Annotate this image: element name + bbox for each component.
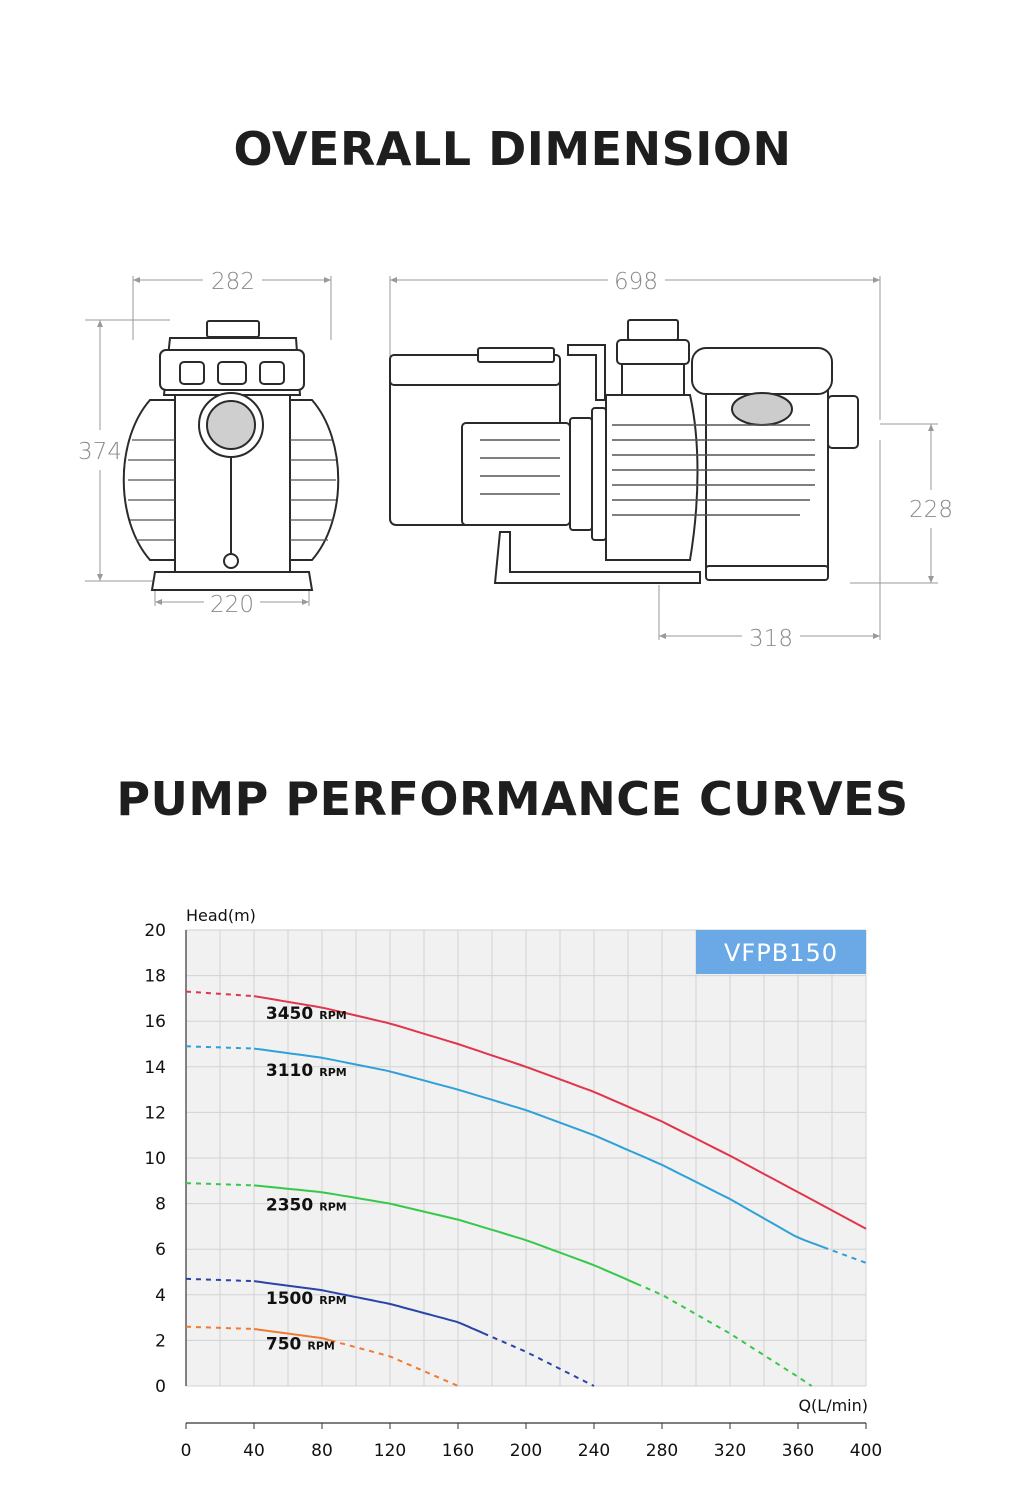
curve-750-dashed-start xyxy=(185,1325,254,1330)
y-tick-label: 18 xyxy=(144,967,166,987)
curve-3110-solid xyxy=(253,1047,824,1249)
curve-2350-dashed-start xyxy=(186,1182,255,1187)
x-tick-label: 280 xyxy=(646,1441,678,1461)
side-ribs xyxy=(480,424,815,516)
x-tick-label: 160 xyxy=(442,1441,474,1461)
overall-dimension-title: OVERALL DIMENSION xyxy=(233,122,792,176)
y-tick-label: 8 xyxy=(155,1195,166,1215)
front-ribs xyxy=(128,439,336,541)
curve-3450-solid xyxy=(253,995,867,1230)
dim-front-width-top: 282 xyxy=(211,269,255,295)
curve-1500-dashed-end xyxy=(483,1332,595,1387)
y-tick-label: 2 xyxy=(155,1331,166,1351)
x-tick-label: 40 xyxy=(243,1441,265,1461)
model-badge-box xyxy=(696,930,866,974)
x-tick-label: 360 xyxy=(782,1441,814,1461)
x-tick-label: 320 xyxy=(714,1441,746,1461)
chart-curves xyxy=(185,990,867,1387)
curve-1500-solid xyxy=(253,1280,484,1335)
y-axis-label: Head(m) xyxy=(186,906,256,925)
x-tick-label: 240 xyxy=(578,1441,610,1461)
curve-label-2350: 2350 RPM xyxy=(266,1195,347,1215)
y-tick-label: 0 xyxy=(155,1377,166,1397)
x-tick-label: 400 xyxy=(850,1441,882,1461)
y-tick-label: 12 xyxy=(144,1103,166,1123)
x-axis-label: Q(L/min) xyxy=(798,1396,868,1415)
dim-side-inlet-height: 228 xyxy=(909,497,953,523)
x-tick-label: 0 xyxy=(181,1441,192,1461)
performance-curves-title: PUMP PERFORMANCE CURVES xyxy=(116,772,909,826)
curve-1500-dashed-start xyxy=(185,1277,254,1283)
y-tick-label: 4 xyxy=(155,1286,166,1306)
curve-label-750: 750 RPM xyxy=(266,1335,335,1355)
model-label: VFPB150 xyxy=(724,939,838,967)
dim-front-height: 374 xyxy=(78,439,122,465)
dim-front-base-width: 220 xyxy=(210,592,254,618)
model-badge: VFPB150 xyxy=(696,930,866,974)
curve-label-1500: 1500 RPM xyxy=(266,1289,347,1309)
curve-2350-solid xyxy=(253,1184,637,1285)
y-tick-label: 16 xyxy=(144,1012,166,1032)
curve-label-3450: 3450 RPM xyxy=(266,1004,347,1024)
pump-side-view-illustration xyxy=(389,319,859,584)
curve-750-dashed-end xyxy=(330,1339,459,1387)
y-tick-label: 10 xyxy=(144,1149,166,1169)
y-tick-label: 20 xyxy=(144,921,166,941)
curve-2350-dashed-end xyxy=(636,1282,813,1387)
curve-3450-dashed-start xyxy=(186,990,255,998)
curve-labels: 3450 RPM 3110 RPM 2350 RPM 1500 RPM 750 RPM xyxy=(266,1004,347,1355)
curve-label-3110: 3110 RPM xyxy=(266,1061,347,1081)
dim-side-length: 698 xyxy=(614,269,658,295)
x-tick-label: 80 xyxy=(311,1441,333,1461)
chart-grid xyxy=(185,929,867,1387)
x-tick-label: 120 xyxy=(374,1441,406,1461)
x-tick-label: 200 xyxy=(510,1441,542,1461)
dim-side-inlet-offset: 318 xyxy=(749,626,793,652)
curve-3110-dashed-end xyxy=(823,1246,867,1264)
curve-3110-dashed-start xyxy=(186,1045,255,1050)
curve-750-solid xyxy=(253,1328,331,1342)
y-tick-label: 6 xyxy=(155,1240,166,1260)
y-tick-label: 14 xyxy=(144,1058,166,1078)
